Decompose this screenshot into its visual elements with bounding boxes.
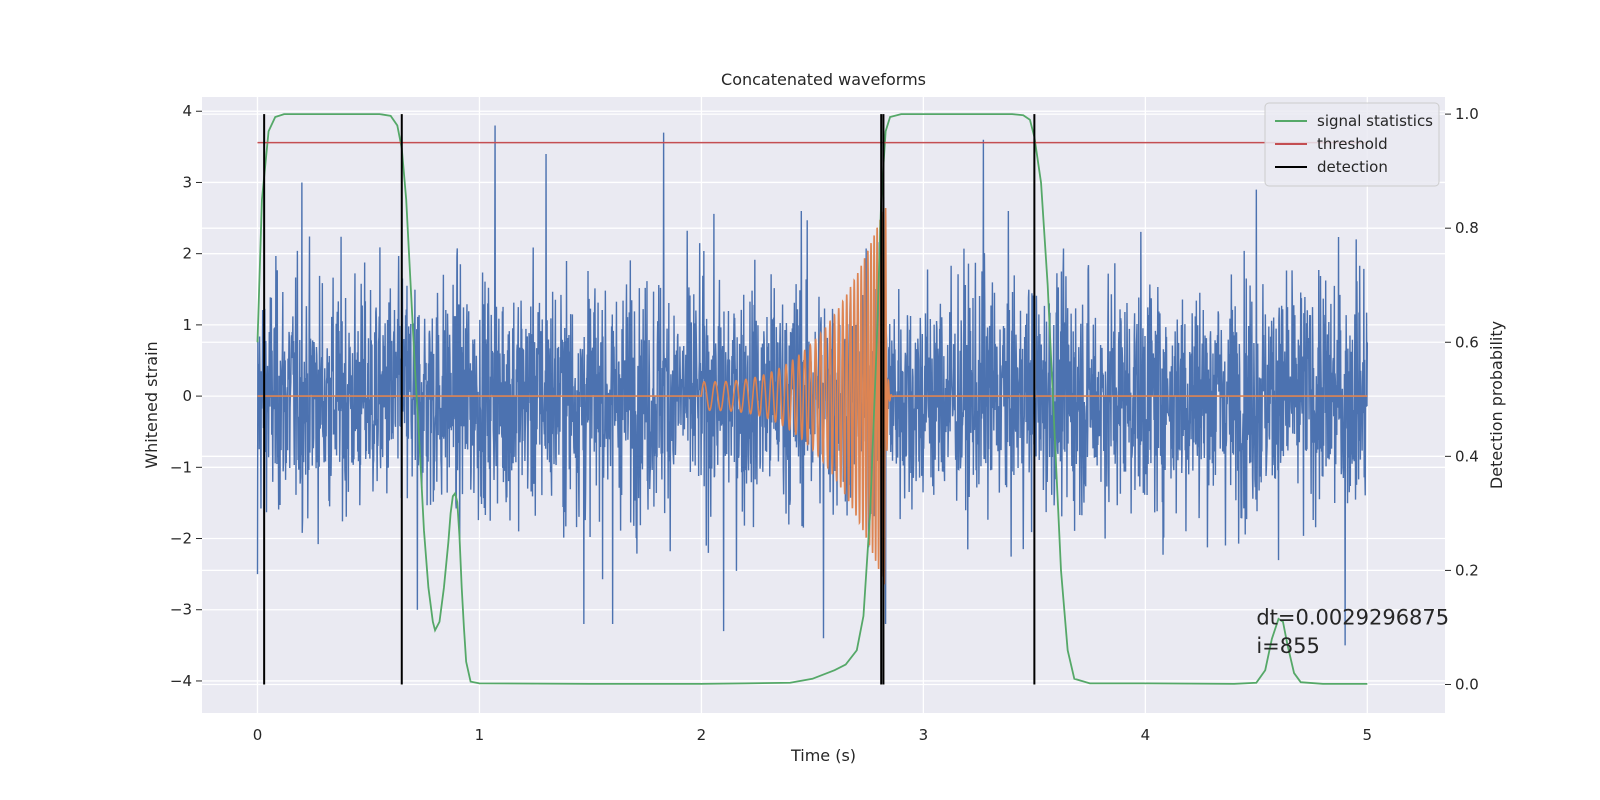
x-tick-label: 1 — [475, 726, 485, 744]
y2-tick-label: 0.2 — [1455, 561, 1479, 579]
y2-tick-label: 1.0 — [1455, 105, 1479, 123]
x-tick-label: 2 — [697, 726, 707, 744]
y-tick-label: 4 — [182, 102, 192, 120]
legend-box — [1264, 102, 1440, 187]
x-tick-label: 4 — [1141, 726, 1151, 744]
x-tick-label: 3 — [919, 726, 929, 744]
y-tick-label: 2 — [182, 245, 192, 263]
left-axis-ticks: −4 −3 −2 −1 0 1 2 3 4 — [170, 102, 202, 690]
x-tick-label: 0 — [253, 726, 263, 744]
y-tick-label: −2 — [170, 530, 192, 548]
injected-waveform-line — [257, 208, 1368, 585]
y2-axis-label: Detection probability — [1487, 321, 1506, 489]
bottom-axis-ticks: 0 1 2 3 4 5 — [253, 726, 1372, 744]
chart-title: Concatenated waveforms — [721, 70, 926, 89]
right-axis-ticks: 0.0 0.2 0.4 0.6 0.8 1.0 — [1445, 105, 1479, 693]
legend-label: detection — [1317, 158, 1388, 176]
x-axis-label: Time (s) — [790, 746, 856, 765]
annotation-text: dt=0.0029296875 — [1256, 606, 1449, 630]
annotation-text: i=855 — [1256, 634, 1320, 658]
annotations: dt=0.0029296875 i=855 — [1256, 606, 1449, 659]
y-tick-label: −4 — [170, 672, 192, 690]
plot-clip-area — [256, 113, 1369, 685]
legend-label: signal statistics — [1317, 112, 1433, 130]
signal-statistics-line — [256, 113, 1368, 685]
x-tick-label: 5 — [1363, 726, 1373, 744]
y-tick-label: −1 — [170, 458, 192, 476]
y-axis-label: Whitened strain — [142, 341, 161, 468]
y-tick-label: −3 — [170, 601, 192, 619]
y-tick-label: 1 — [182, 316, 192, 334]
y-tick-label: 3 — [182, 173, 192, 191]
legend-label: threshold — [1317, 135, 1388, 153]
legend: signal statistics threshold detection — [1264, 102, 1440, 187]
y-tick-label: 0 — [182, 387, 192, 405]
y2-tick-label: 0.8 — [1455, 219, 1479, 237]
y2-tick-label: 0.0 — [1455, 675, 1479, 693]
y2-tick-label: 0.6 — [1455, 333, 1479, 351]
y2-tick-label: 0.4 — [1455, 447, 1479, 465]
